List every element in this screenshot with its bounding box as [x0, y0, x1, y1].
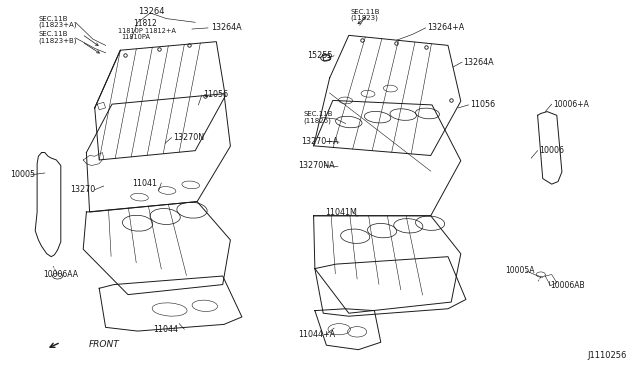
- Text: 11810PA: 11810PA: [122, 34, 150, 40]
- Text: 11041: 11041: [132, 179, 157, 187]
- Text: SEC.11B: SEC.11B: [303, 111, 333, 117]
- Text: SEC.11B: SEC.11B: [351, 9, 380, 15]
- Text: 11056: 11056: [204, 90, 228, 99]
- Text: (11823): (11823): [351, 15, 379, 22]
- Text: 10005: 10005: [10, 170, 35, 179]
- Text: 10006+A: 10006+A: [553, 100, 589, 109]
- Text: 10006AB: 10006AB: [550, 281, 585, 290]
- Text: 13270+A: 13270+A: [301, 137, 338, 146]
- Text: FRONT: FRONT: [88, 340, 119, 349]
- Text: 11041M: 11041M: [325, 208, 357, 217]
- Text: 13270N: 13270N: [173, 133, 204, 142]
- Text: 10006: 10006: [539, 146, 564, 155]
- Text: 11044+A: 11044+A: [298, 330, 335, 339]
- Text: 13264A: 13264A: [463, 58, 494, 67]
- Text: (11823+A): (11823+A): [38, 22, 77, 28]
- Text: 13264A: 13264A: [211, 23, 242, 32]
- Text: 13270: 13270: [70, 185, 95, 194]
- Text: 11812: 11812: [133, 19, 157, 28]
- Text: J1110256: J1110256: [588, 351, 627, 360]
- Text: SEC.11B: SEC.11B: [38, 31, 68, 37]
- Text: 10006AA: 10006AA: [44, 270, 79, 279]
- Text: 15255: 15255: [307, 51, 333, 60]
- Text: (11823+B): (11823+B): [38, 37, 77, 44]
- Text: 13270NA: 13270NA: [298, 161, 335, 170]
- Text: 11056: 11056: [470, 100, 495, 109]
- Text: 11044: 11044: [154, 325, 179, 334]
- Text: 13264: 13264: [138, 7, 165, 16]
- Text: 11810P 11812+A: 11810P 11812+A: [118, 28, 176, 33]
- Text: 13264+A: 13264+A: [428, 23, 465, 32]
- Text: SEC.11B: SEC.11B: [38, 16, 68, 22]
- Text: (11826): (11826): [303, 117, 332, 124]
- Text: 10005A: 10005A: [506, 266, 535, 275]
